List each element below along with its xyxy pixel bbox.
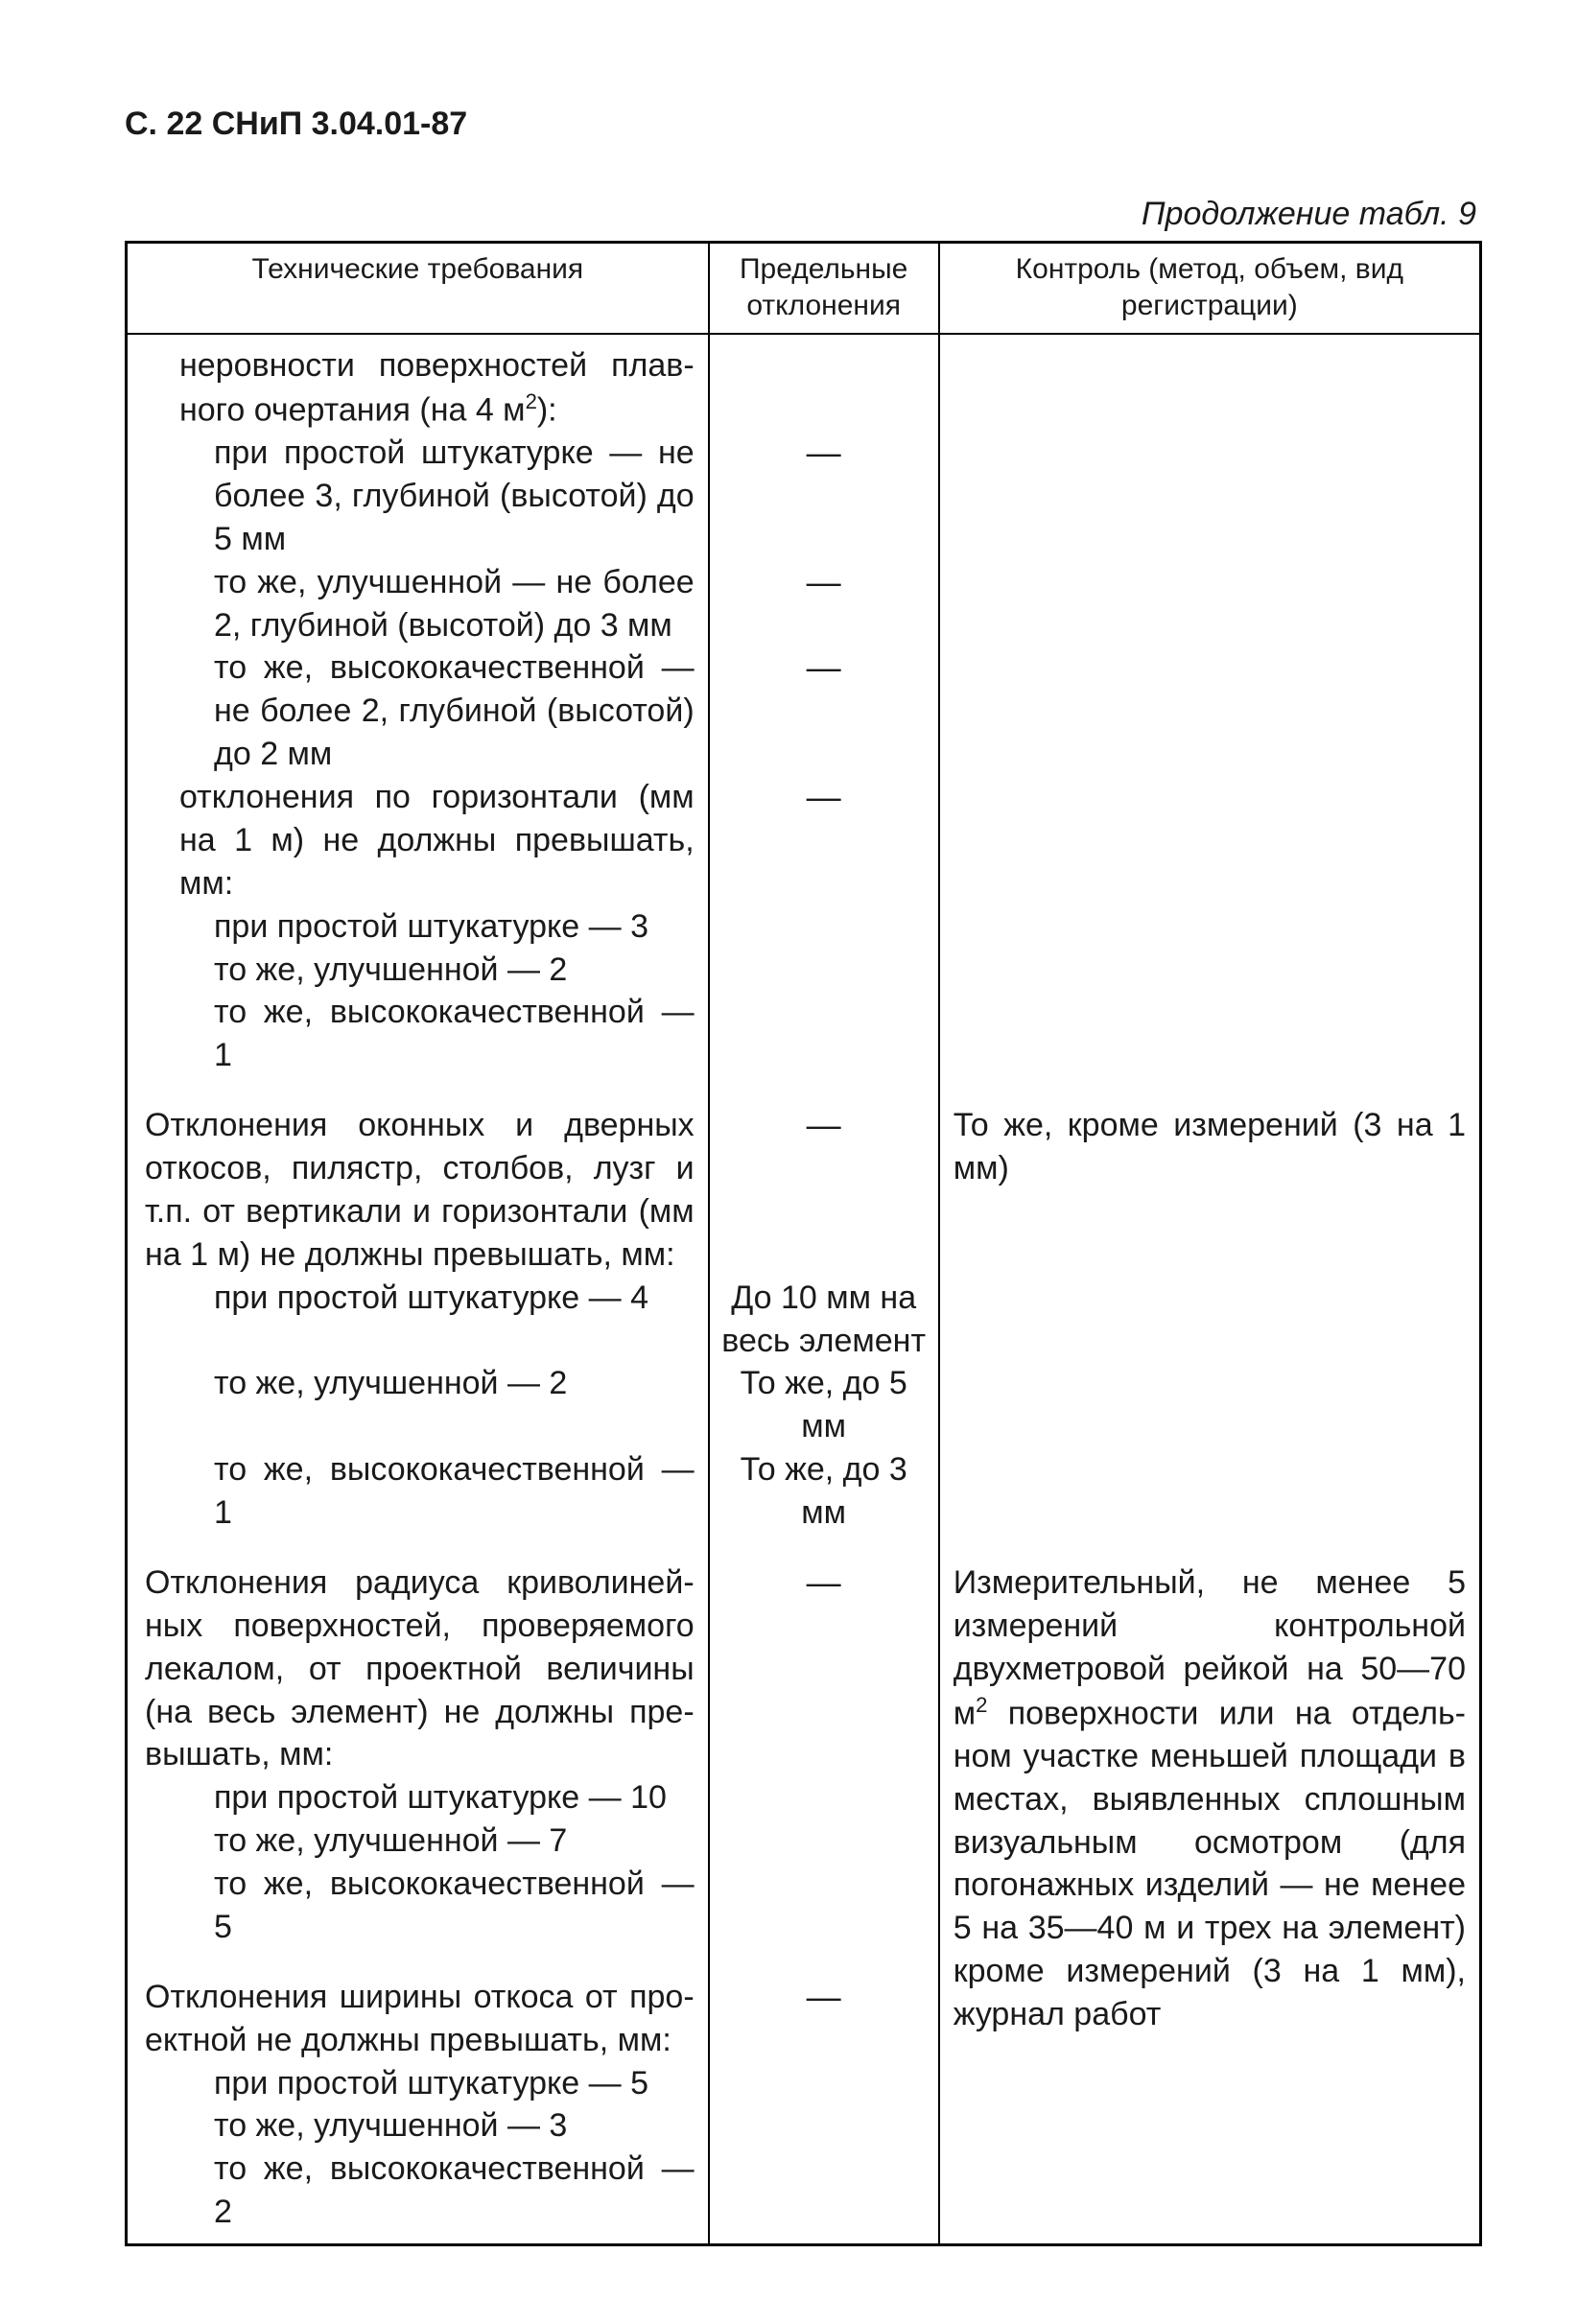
- table-row: то же, высококачественной — 1То же, до 3…: [127, 1448, 1481, 1535]
- cell-control: [939, 432, 1481, 561]
- cell-deviation: [709, 1819, 939, 1863]
- cell-control: [939, 1448, 1481, 1535]
- cell-requirement: при простой штукатурке — 5: [127, 2062, 709, 2105]
- cell-deviation: [709, 2062, 939, 2105]
- cell-requirement: при простой штукатурке — 10: [127, 1776, 709, 1819]
- table-row: отклонения по горизонтали (мм на 1 м) не…: [127, 776, 1481, 905]
- cell-requirement: то же, высококачественной — 5: [127, 1863, 709, 1949]
- cell-control: [939, 991, 1481, 1077]
- cell-requirement: Отклонения ширины откоса от про­ектной н…: [127, 1949, 709, 2062]
- cell-requirement: Отклонения радиуса криволиней­ных поверх…: [127, 1535, 709, 1776]
- cell-control: [939, 949, 1481, 992]
- cell-requirement: то же, улучшенной — не бо­лее 2, глубино…: [127, 561, 709, 647]
- table-row: то же, улучшенной — 2То же, до 5 мм: [127, 1362, 1481, 1448]
- requirements-table: Технические требования Предельные отклон…: [125, 241, 1482, 2246]
- cell-deviation: —: [709, 432, 939, 561]
- cell-requirement: то же, высококачественной — 2: [127, 2148, 709, 2244]
- table-row: при простой штукатурке — 3: [127, 905, 1481, 949]
- cell-control: [939, 1362, 1481, 1448]
- cell-requirement: при простой штукатурке — 4: [127, 1277, 709, 1363]
- cell-requirement: то же, высококачественной — 1: [127, 991, 709, 1077]
- cell-deviation: [709, 949, 939, 992]
- cell-deviation: [709, 2104, 939, 2148]
- cell-deviation: То же, до 3 мм: [709, 1448, 939, 1535]
- table-row: Отклонения оконных и дверных откосов, пи…: [127, 1077, 1481, 1277]
- cell-deviation: [709, 1776, 939, 1819]
- cell-control: [939, 776, 1481, 905]
- table-row: то же, высококачественной — не более 2, …: [127, 646, 1481, 776]
- cell-deviation: До 10 мм на весь элемент: [709, 1277, 939, 1363]
- cell-control: [939, 334, 1481, 432]
- cell-deviation: —: [709, 1535, 939, 1776]
- cell-deviation: —: [709, 1077, 939, 1277]
- cell-deviation: —: [709, 646, 939, 776]
- table-row: при простой штукатурке — 4До 10 мм на ве…: [127, 1277, 1481, 1363]
- cell-deviation: [709, 1863, 939, 1949]
- table-header-row: Технические требования Предельные отклон…: [127, 243, 1481, 335]
- cell-control: [939, 561, 1481, 647]
- table-row: при простой штукатурке — не более 3, глу…: [127, 432, 1481, 561]
- cell-control: То же, кроме измерений (3 на 1 мм): [939, 1077, 1481, 1277]
- table-row: Отклонения радиуса криволиней­ных поверх…: [127, 1535, 1481, 1776]
- cell-requirement: при простой штукатурке — 3: [127, 905, 709, 949]
- table-caption: Продолжение табл. 9: [125, 196, 1482, 233]
- cell-deviation: [709, 905, 939, 949]
- table-row: то же, улучшенной — 2: [127, 949, 1481, 992]
- cell-deviation: [709, 2148, 939, 2244]
- cell-requirement: то же, высококачественной — не более 2, …: [127, 646, 709, 776]
- page-header: С. 22 СНиП 3.04.01-87: [125, 106, 1482, 143]
- table-row: то же, высококачественной — 1: [127, 991, 1481, 1077]
- cell-requirement: неровности поверхностей плав­ного очерта…: [127, 334, 709, 432]
- col-header-deviations: Предельные отклонения: [709, 243, 939, 335]
- cell-control: [939, 1277, 1481, 1363]
- cell-requirement: то же, улучшенной — 3: [127, 2104, 709, 2148]
- cell-requirement: Отклонения оконных и дверных откосов, пи…: [127, 1077, 709, 1277]
- cell-deviation: —: [709, 1949, 939, 2062]
- cell-deviation: [709, 334, 939, 432]
- table-row: то же, улучшенной — не бо­лее 2, глубино…: [127, 561, 1481, 647]
- cell-requirement: при простой штукатурке — не более 3, глу…: [127, 432, 709, 561]
- cell-requirement: то же, улучшенной — 2: [127, 949, 709, 992]
- col-header-control: Контроль (метод, объем, вид регистрации): [939, 243, 1481, 335]
- cell-requirement: отклонения по горизонтали (мм на 1 м) не…: [127, 776, 709, 905]
- cell-requirement: то же, улучшенной — 2: [127, 1362, 709, 1448]
- cell-control: [939, 646, 1481, 776]
- cell-deviation: —: [709, 561, 939, 647]
- cell-control: Измерительный, не менее 5 измерений конт…: [939, 1535, 1481, 2245]
- cell-requirement: то же, улучшенной — 7: [127, 1819, 709, 1863]
- cell-deviation: [709, 991, 939, 1077]
- cell-deviation: —: [709, 776, 939, 905]
- table-row: неровности поверхностей плав­ного очерта…: [127, 334, 1481, 432]
- cell-control: [939, 905, 1481, 949]
- cell-requirement: то же, высококачественной — 1: [127, 1448, 709, 1535]
- col-header-requirements: Технические требования: [127, 243, 709, 335]
- cell-deviation: То же, до 5 мм: [709, 1362, 939, 1448]
